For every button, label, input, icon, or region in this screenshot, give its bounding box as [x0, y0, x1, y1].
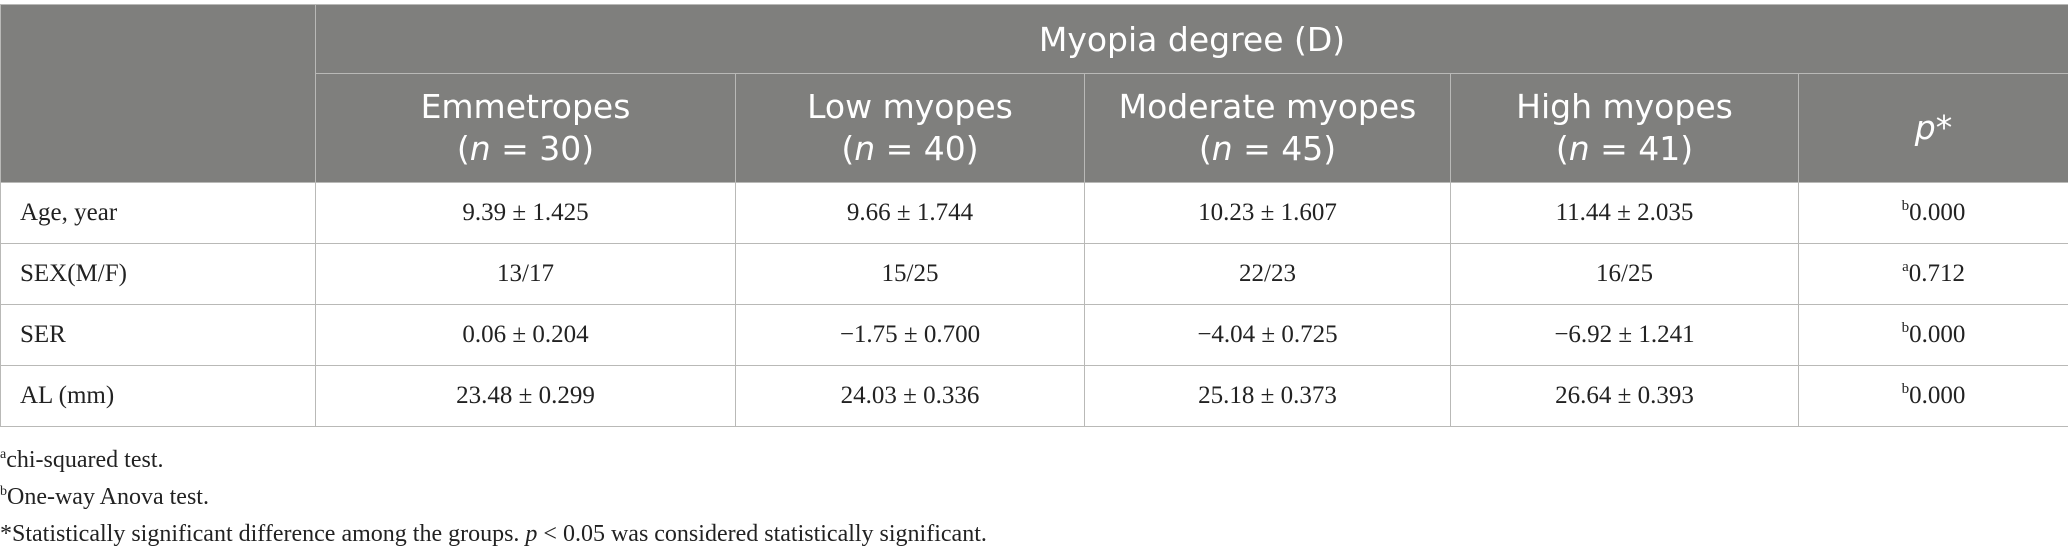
- row-label: Age, year: [0, 182, 316, 244]
- column-name: High myopes: [1516, 87, 1733, 126]
- cell-value: 26.64 ± 0.393: [1450, 365, 1799, 427]
- table-row: Age, year 9.39 ± 1.425 9.66 ± 1.744 10.2…: [0, 182, 2068, 244]
- row-label: SEX(M/F): [0, 243, 316, 305]
- column-header-low-myopes: Low myopes (n = 40): [735, 73, 1085, 183]
- column-n: (n = 41): [1555, 129, 1694, 168]
- cell-value: 0.06 ± 0.204: [315, 304, 736, 366]
- footnote-b: bOne-way Anova test.: [0, 484, 209, 510]
- table-footnotes: achi-squared test. bOne-way Anova test. …: [0, 442, 987, 553]
- footnote-significance: *Statistically significant difference am…: [0, 521, 987, 547]
- column-name: Emmetropes: [420, 87, 631, 126]
- cell-p-value: b0.000: [1797, 304, 2068, 366]
- column-n: (n = 45): [1198, 129, 1337, 168]
- column-n: (n = 30): [456, 129, 595, 168]
- corner-header-cell: [0, 4, 316, 183]
- footnote-mark: b: [1901, 198, 1910, 214]
- myopia-characteristics-table: Myopia degree (D) Emmetropes (n = 30) Lo…: [0, 4, 2068, 427]
- cell-value: −4.04 ± 0.725: [1084, 304, 1451, 366]
- cell-value: 23.48 ± 0.299: [315, 365, 736, 427]
- cell-value: 22/23: [1084, 243, 1451, 305]
- cell-p-value: a0.712: [1797, 243, 2068, 305]
- footnote-mark: a: [1902, 259, 1909, 275]
- cell-value: 16/25: [1450, 243, 1799, 305]
- cell-value: 15/25: [735, 243, 1085, 305]
- footnote-mark: b: [1901, 381, 1910, 397]
- column-header-emmetropes: Emmetropes (n = 30): [315, 73, 736, 183]
- cell-value: 13/17: [315, 243, 736, 305]
- cell-value: 9.39 ± 1.425: [315, 182, 736, 244]
- row-label: AL (mm): [0, 365, 316, 427]
- cell-p-value: b0.000: [1797, 365, 2068, 427]
- myopia-degree-header: Myopia degree (D): [314, 4, 2068, 74]
- cell-value: 9.66 ± 1.744: [735, 182, 1085, 244]
- footnote-mark: b: [1901, 320, 1910, 336]
- cell-value: −1.75 ± 0.700: [735, 304, 1085, 366]
- cell-value: 25.18 ± 0.373: [1084, 365, 1451, 427]
- table-row: SER 0.06 ± 0.204 −1.75 ± 0.700 −4.04 ± 0…: [0, 304, 2068, 366]
- column-n: (n = 40): [841, 129, 979, 168]
- group-header-row: Myopia degree (D): [0, 4, 2068, 183]
- footnote-mark: a: [0, 447, 7, 462]
- column-name: Low myopes: [807, 87, 1013, 126]
- cell-p-value: b0.000: [1797, 182, 2068, 244]
- column-header-high-myopes: High myopes (n = 41): [1450, 73, 1799, 183]
- column-header-row: Emmetropes (n = 30) Low myopes (n = 40) …: [1, 73, 2068, 183]
- table-row: SEX(M/F) 13/17 15/25 22/23 16/25 a0.712: [0, 243, 2068, 305]
- cell-value: 24.03 ± 0.336: [735, 365, 1085, 427]
- column-name: Moderate myopes: [1118, 87, 1417, 126]
- table-row: AL (mm) 23.48 ± 0.299 24.03 ± 0.336 25.1…: [0, 365, 2068, 427]
- footnote-mark: b: [0, 484, 7, 499]
- column-header-p-value: p*: [1797, 73, 2068, 183]
- row-label: SER: [0, 304, 316, 366]
- footnote-a: achi-squared test.: [0, 447, 164, 473]
- cell-value: −6.92 ± 1.241: [1450, 304, 1799, 366]
- cell-value: 11.44 ± 2.035: [1450, 182, 1799, 244]
- cell-value: 10.23 ± 1.607: [1084, 182, 1451, 244]
- column-header-moderate-myopes: Moderate myopes (n = 45): [1084, 73, 1451, 183]
